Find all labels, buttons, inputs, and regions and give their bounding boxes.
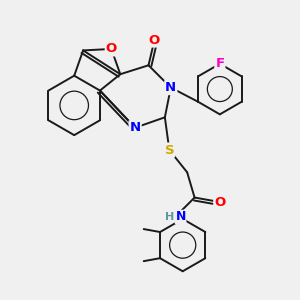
Text: N: N bbox=[176, 210, 186, 224]
Text: N: N bbox=[165, 81, 176, 94]
Text: O: O bbox=[149, 34, 160, 46]
Text: F: F bbox=[215, 57, 224, 70]
Text: H: H bbox=[165, 212, 175, 222]
Text: O: O bbox=[214, 196, 226, 208]
Text: O: O bbox=[106, 42, 117, 56]
Text: S: S bbox=[164, 143, 174, 157]
Text: N: N bbox=[130, 121, 141, 134]
